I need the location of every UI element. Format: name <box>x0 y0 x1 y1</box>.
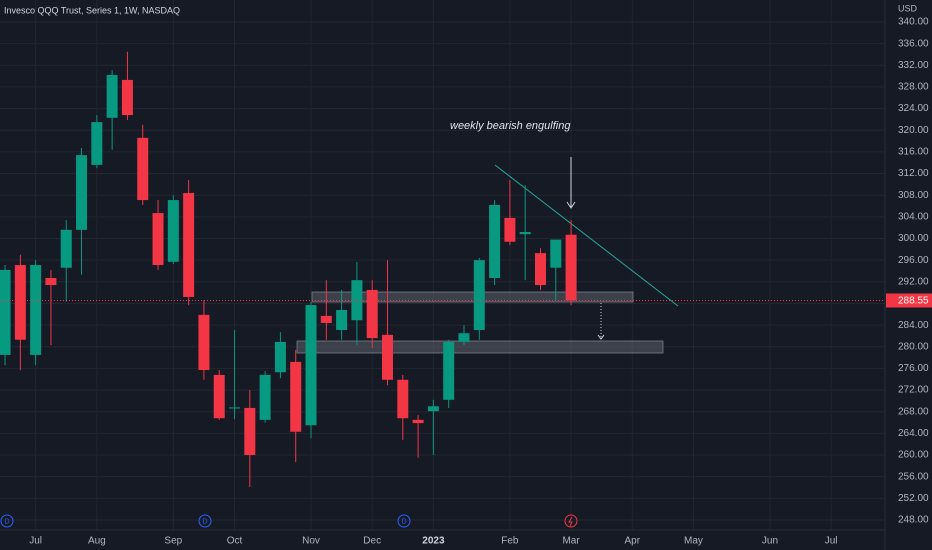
y-tick-label: 284.00 <box>898 320 929 331</box>
candle-body <box>320 315 332 323</box>
event-icon: D D D <box>0 514 578 528</box>
event-label: D <box>4 518 9 525</box>
candle-body <box>91 122 103 165</box>
candle-body <box>382 334 394 380</box>
candle-body <box>473 260 485 330</box>
candle-body <box>427 406 439 412</box>
earnings-circle <box>564 514 578 528</box>
arrow-head <box>566 201 576 209</box>
candle-body <box>397 379 409 419</box>
x-tick-label: Oct <box>227 536 243 547</box>
y-tick-label: 264.00 <box>898 428 929 439</box>
y-tick-label: 296.00 <box>898 255 929 266</box>
y-tick-label: 308.00 <box>898 190 929 201</box>
candle-body <box>0 269 11 355</box>
y-tick-label: 280.00 <box>898 341 929 352</box>
x-tick-label: 2023 <box>422 536 445 547</box>
candle-body <box>351 280 363 321</box>
candle-body <box>60 229 72 268</box>
y-tick-label: 320.00 <box>898 125 929 136</box>
candle-body <box>213 374 225 419</box>
currency-label: USD <box>898 3 918 13</box>
x-tick-label: Aug <box>88 536 106 547</box>
y-tick-label: 340.00 <box>898 17 929 28</box>
candles <box>0 51 577 487</box>
x-tick-label: Dec <box>363 536 381 547</box>
last-price-label: 288.55 <box>898 296 929 307</box>
earnings-icon <box>568 516 573 527</box>
candle-body <box>305 305 317 426</box>
candle-body <box>458 333 470 342</box>
x-tick-label: Mar <box>562 536 580 547</box>
candle-body <box>366 289 378 339</box>
event-circle <box>397 514 411 528</box>
candle-body <box>198 314 210 371</box>
candle-body <box>167 200 179 262</box>
event-label: D <box>202 518 207 525</box>
y-tick-label: 292.00 <box>898 276 929 287</box>
y-tick-label: 328.00 <box>898 82 929 93</box>
candle-body <box>183 193 195 297</box>
candle-body <box>76 155 88 230</box>
candle-body <box>106 75 118 118</box>
candle-body <box>45 278 57 286</box>
y-tick-label: 300.00 <box>898 233 929 244</box>
zone-box <box>311 291 634 303</box>
y-tick-label: 332.00 <box>898 60 929 71</box>
candle-body <box>229 407 241 409</box>
chart-title: Invesco QQQ Trust, Series 1, 1W, NASDAQ <box>4 5 180 15</box>
candle-body <box>336 309 348 330</box>
candle-body <box>244 407 256 456</box>
candle-body <box>14 265 26 340</box>
candle-body <box>412 419 424 424</box>
candle-body <box>137 137 149 201</box>
candle-body <box>534 253 546 286</box>
last-price-badge <box>886 293 932 308</box>
x-tick-label: Jul <box>825 536 838 547</box>
event-circle <box>198 514 212 528</box>
annotation: weekly bearish engulfing <box>450 120 571 132</box>
candle-body <box>30 265 42 355</box>
candle-body <box>259 374 271 420</box>
y-tick-label: 324.00 <box>898 103 929 114</box>
y-tick-label: 316.00 <box>898 147 929 158</box>
candle-body <box>550 239 562 268</box>
candle-body <box>565 234 577 301</box>
candle-body <box>489 204 501 279</box>
candle-body <box>519 232 531 235</box>
candle-body <box>152 213 164 266</box>
y-tick-label: 276.00 <box>898 363 929 374</box>
event-circle <box>0 514 14 528</box>
x-tick-label: Nov <box>302 536 320 547</box>
y-tick-label: 272.00 <box>898 385 929 396</box>
y-tick-label: 268.00 <box>898 406 929 417</box>
y-tick-label: 312.00 <box>898 168 929 179</box>
y-tick-label: 336.00 <box>898 38 929 49</box>
x-tick-label: May <box>684 536 703 547</box>
x-tick-label: Apr <box>624 536 640 547</box>
candle-body <box>290 361 302 432</box>
event-label: D <box>401 518 406 525</box>
y-tick-label: 304.00 <box>898 211 929 222</box>
candle-body <box>504 217 516 242</box>
x-tick-label: Jul <box>29 536 42 547</box>
candle-body <box>443 341 455 400</box>
y-tick-label: 248.00 <box>898 515 929 526</box>
zone-box <box>296 340 664 354</box>
arrow-head <box>597 334 605 340</box>
x-tick-label: Jun <box>762 536 778 547</box>
y-tick-label: 252.00 <box>898 493 929 504</box>
candle-body <box>121 79 133 116</box>
x-tick-label: Sep <box>164 536 182 547</box>
candle-body <box>274 341 286 373</box>
y-tick-label: 256.00 <box>898 471 929 482</box>
y-tick-label: 260.00 <box>898 450 929 461</box>
x-tick-label: Feb <box>501 536 519 547</box>
